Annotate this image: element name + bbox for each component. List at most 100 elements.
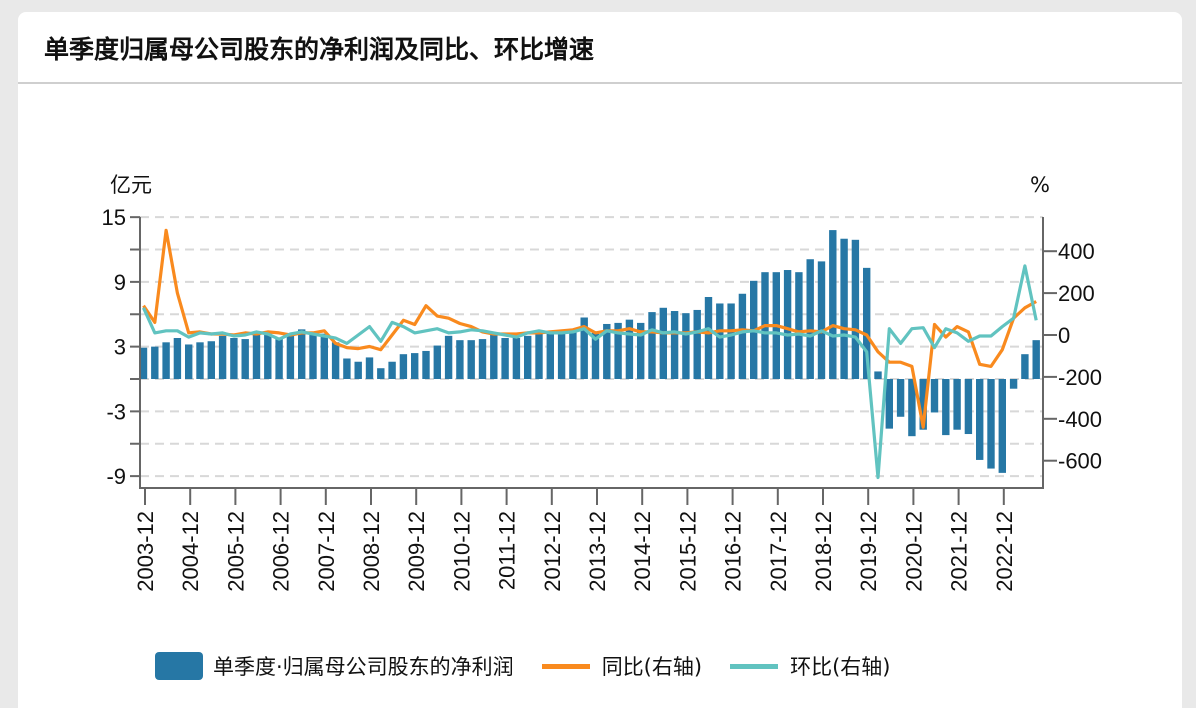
x-tick-label: 2010-12 [449, 511, 474, 592]
bar [885, 379, 893, 429]
x-tick-label: 2003-12 [133, 511, 158, 592]
bar [139, 347, 148, 379]
bar [264, 331, 272, 379]
x-tick-label: 2011-12 [495, 511, 520, 590]
left-tick-label: 9 [114, 270, 126, 295]
x-tick-label: 2006-12 [269, 511, 294, 592]
bar [648, 312, 656, 379]
bar [693, 309, 701, 379]
bar [569, 330, 577, 379]
x-tick-label: 2018-12 [811, 511, 836, 592]
bar [399, 354, 408, 379]
x-tick-label: 2019-12 [856, 511, 881, 592]
bar [840, 238, 848, 379]
legend-item-qoq[interactable]: 环比(右轴) [730, 651, 890, 681]
bar [795, 272, 803, 379]
bar [998, 379, 1006, 473]
bar [501, 337, 509, 379]
bar [783, 270, 792, 379]
x-tick-label: 2022-12 [992, 511, 1017, 592]
bar [433, 345, 441, 379]
bar [286, 334, 295, 379]
legend-label-qoq: 环比(右轴) [790, 655, 891, 679]
bar [738, 293, 747, 379]
bar [829, 230, 837, 379]
bar [230, 337, 238, 379]
bar [704, 296, 713, 379]
bar [1009, 379, 1018, 389]
x-tick-label: 2005-12 [223, 511, 248, 592]
bar [682, 313, 690, 379]
bar [512, 337, 521, 379]
bar [196, 342, 204, 379]
bar [727, 303, 735, 379]
bar [874, 371, 882, 379]
bar [614, 322, 622, 379]
legend: 单季度·归属母公司股东的净利润 同比(右轴) 环比(右轴) [155, 648, 918, 684]
bar [659, 307, 667, 379]
bar [490, 333, 498, 379]
bar [218, 335, 227, 379]
bar [524, 335, 532, 379]
bar [252, 333, 261, 379]
bar [478, 339, 487, 379]
right-tick-label: -400 [1058, 407, 1102, 432]
x-tick-label: 2004-12 [178, 511, 203, 592]
bar [670, 311, 679, 379]
bar [942, 379, 950, 436]
line-series [142, 228, 1038, 480]
x-tick-label: 2021-12 [947, 511, 972, 592]
bar [388, 361, 396, 379]
bar [987, 379, 995, 469]
x-tick-label: 2016-12 [721, 511, 746, 592]
bar [241, 339, 249, 379]
bar [557, 332, 566, 379]
right-tick-label: 200 [1058, 281, 1095, 306]
bar [964, 379, 973, 435]
bar [806, 259, 814, 379]
bar [1032, 340, 1040, 379]
left-tick-label: -3 [106, 399, 126, 424]
legend-item-yoy[interactable]: 同比(右轴) [541, 651, 702, 681]
bar [930, 379, 939, 413]
x-tick-label: 2015-12 [675, 511, 700, 592]
qoq-line [142, 264, 1038, 480]
x-tick-label: 2017-12 [766, 511, 791, 592]
bar [637, 322, 645, 379]
x-tick-label: 2014-12 [630, 511, 655, 592]
bar [953, 379, 961, 430]
bar [377, 368, 385, 379]
bar [422, 350, 430, 379]
x-tick-label: 2012-12 [540, 511, 565, 592]
bar [919, 379, 927, 430]
card-header: 单季度归属母公司股东的净利润及同比、环比增速 [18, 12, 1182, 84]
bar [411, 353, 419, 379]
left-tick-label: -9 [106, 464, 126, 489]
axes: 15 9 3 -3 -9 400 200 0 -200 -400 -600 2003-12 2004-1… [102, 205, 1103, 592]
left-tick-label: 3 [114, 335, 126, 360]
bar-series [139, 230, 1040, 473]
x-tick-label: 2009-12 [404, 511, 429, 592]
bar [309, 331, 317, 379]
bar [185, 344, 193, 379]
bar [716, 303, 724, 379]
bar [546, 332, 554, 379]
bar [275, 337, 283, 379]
chart-title: 单季度归属母公司股东的净利润及同比、环比增速 [44, 35, 595, 64]
bar [863, 267, 871, 379]
right-axis-unit: % [1030, 173, 1050, 197]
right-tick-label: -600 [1058, 449, 1102, 474]
x-tick-label: 2013-12 [585, 511, 610, 592]
bar [456, 340, 464, 379]
x-tick-label: 2007-12 [314, 511, 339, 592]
bar [1021, 354, 1029, 379]
x-tick-label: 2008-12 [359, 511, 384, 592]
bar [343, 358, 351, 379]
bar [298, 329, 306, 379]
bar [591, 332, 600, 379]
bar [365, 357, 374, 379]
legend-item-profit[interactable]: 单季度·归属母公司股东的净利润 [155, 651, 514, 681]
legend-label-profit: 单季度·归属母公司股东的净利润 [213, 655, 514, 679]
bar [896, 379, 905, 417]
bar [207, 341, 215, 379]
